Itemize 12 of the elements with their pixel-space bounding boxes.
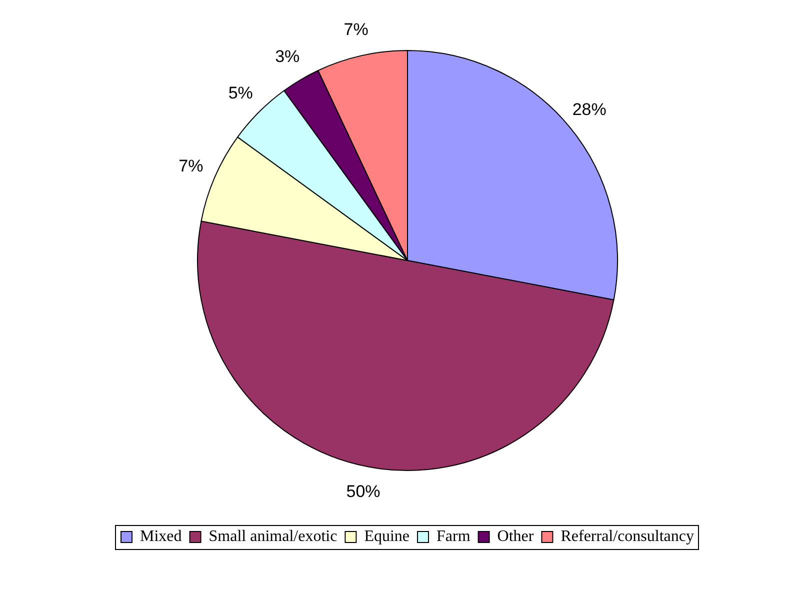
- data-label: 7%: [178, 156, 204, 176]
- data-label: 50%: [346, 482, 380, 502]
- legend-label: Referral/consultancy: [560, 528, 694, 546]
- legend-label: Mixed: [140, 528, 182, 546]
- data-label: 7%: [344, 20, 368, 39]
- data-label: 5%: [228, 83, 253, 102]
- legend-label: Small animal/exotic: [208, 528, 338, 546]
- legend-label: Equine: [364, 528, 410, 546]
- legend-label: Farm: [436, 528, 471, 546]
- legend-label: Other: [497, 528, 534, 546]
- data-label: 28%: [572, 100, 606, 119]
- data-label: 3%: [275, 47, 300, 66]
